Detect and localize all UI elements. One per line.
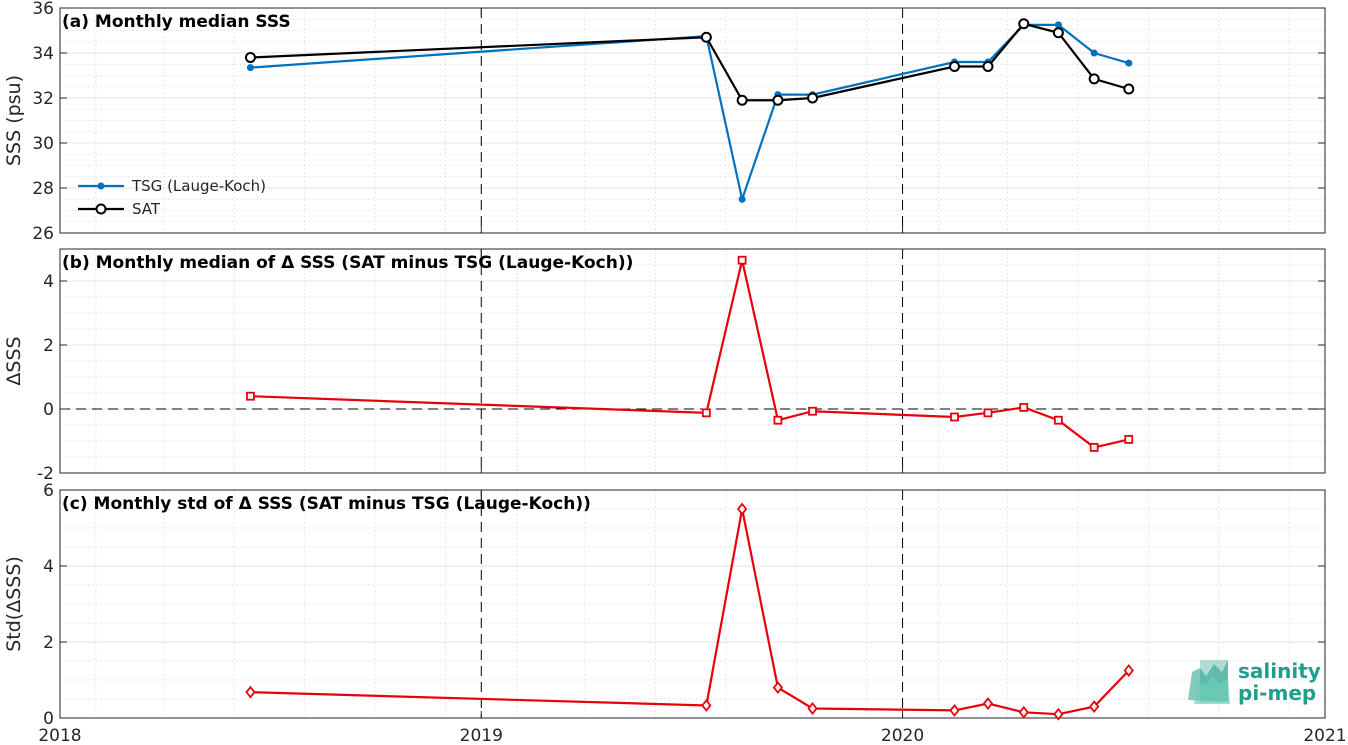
panel-a: 26 28 30 32 34 36 SSS (psu) (a) Monthly median … — [3, 0, 1326, 244]
data-point — [772, 94, 784, 106]
x-tick-label: 2019 — [460, 726, 503, 745]
y-axis-label: ΔSSS — [3, 336, 25, 385]
data-point — [982, 61, 994, 72]
data-point — [738, 195, 746, 203]
y-tick-label: 28 — [32, 179, 54, 199]
y-tick-label: 36 — [32, 0, 54, 19]
x-tick-label: 2021 — [1303, 726, 1346, 745]
y-tick-label: 4 — [43, 272, 54, 292]
data-point — [983, 408, 993, 418]
y-tick-label: -2 — [37, 464, 54, 484]
data-point — [807, 702, 818, 715]
panel-title: (b) Monthly median of Δ SSS (SAT minus T… — [62, 253, 633, 273]
y-tick-label: 0 — [43, 400, 54, 420]
data-point — [808, 406, 817, 416]
data-point — [246, 391, 255, 401]
axes-box — [59, 248, 1326, 474]
x-tick-label: 2020 — [881, 726, 924, 745]
y-axis-label: SSS (psu) — [3, 75, 25, 166]
data-point — [701, 699, 712, 712]
data-point — [245, 685, 256, 699]
data-point — [1018, 705, 1029, 719]
data-point — [737, 255, 747, 265]
legend: TSG (Lauge-Koch) SAT — [78, 177, 266, 218]
series-sat — [244, 18, 1135, 106]
y-tick-label: 30 — [32, 134, 54, 154]
y-tick-label: 2 — [43, 633, 54, 653]
data-point — [1089, 700, 1100, 714]
data-point — [772, 681, 784, 695]
data-point — [1088, 73, 1100, 85]
data-point — [736, 502, 748, 516]
data-point — [736, 94, 748, 106]
data-point — [1052, 27, 1064, 39]
series-delta-sss — [245, 502, 1134, 721]
legend-entry: SAT — [132, 200, 161, 218]
data-point — [1090, 49, 1098, 57]
y-tick-label: 34 — [32, 44, 54, 64]
y-tick-label: 32 — [32, 89, 54, 109]
data-point — [1019, 402, 1029, 412]
legend-entry: TSG (Lauge-Koch) — [131, 177, 266, 195]
panel-title: (a) Monthly median SSS — [62, 12, 291, 32]
legend-marker — [97, 182, 105, 190]
y-tick-label: 0 — [43, 709, 54, 729]
x-tick-label: 2018 — [38, 726, 81, 745]
logo-icon — [1188, 660, 1230, 704]
logo-line1: salinity — [1238, 659, 1321, 683]
data-point — [701, 408, 711, 418]
y-tick-label: 4 — [43, 557, 54, 577]
y-axis-label: Std(ΔSSS) — [3, 556, 25, 652]
data-point — [982, 697, 994, 711]
data-point — [1053, 707, 1064, 721]
data-point — [949, 703, 960, 717]
data-point — [1089, 442, 1099, 452]
series-delta-sss — [246, 255, 1134, 452]
y-tick-label: 2 — [43, 336, 54, 356]
data-point — [1123, 664, 1134, 677]
panel-b: -2 0 2 4 ΔSSS (b) Monthly median of Δ SSS (SA… — [3, 248, 1326, 484]
data-point — [700, 31, 712, 43]
panel-title: (c) Monthly std of Δ SSS (SAT minus TSG … — [62, 494, 591, 514]
data-point — [1125, 59, 1133, 67]
data-point — [950, 412, 959, 422]
y-tick-label: 6 — [43, 481, 54, 501]
logo-line2: pi-mep — [1238, 681, 1316, 705]
data-point — [1054, 21, 1062, 29]
data-point — [949, 61, 961, 72]
panel-c: 0 2 4 6 Std(ΔSSS) (c) Monthly std of Δ SSS (S… — [3, 481, 1326, 729]
data-point — [244, 52, 256, 63]
data-point — [1123, 83, 1135, 95]
salinity-pi-mep-logo: salinity pi-mep — [1188, 659, 1321, 705]
y-tick-label: 26 — [32, 224, 54, 244]
data-point — [1018, 18, 1030, 30]
data-point — [807, 92, 819, 104]
legend-marker — [95, 203, 107, 215]
axes-box — [59, 7, 1326, 234]
data-point — [246, 64, 254, 72]
data-point — [1124, 434, 1134, 444]
data-point — [1053, 415, 1063, 425]
axes-box — [59, 489, 1326, 719]
data-point — [773, 415, 783, 425]
